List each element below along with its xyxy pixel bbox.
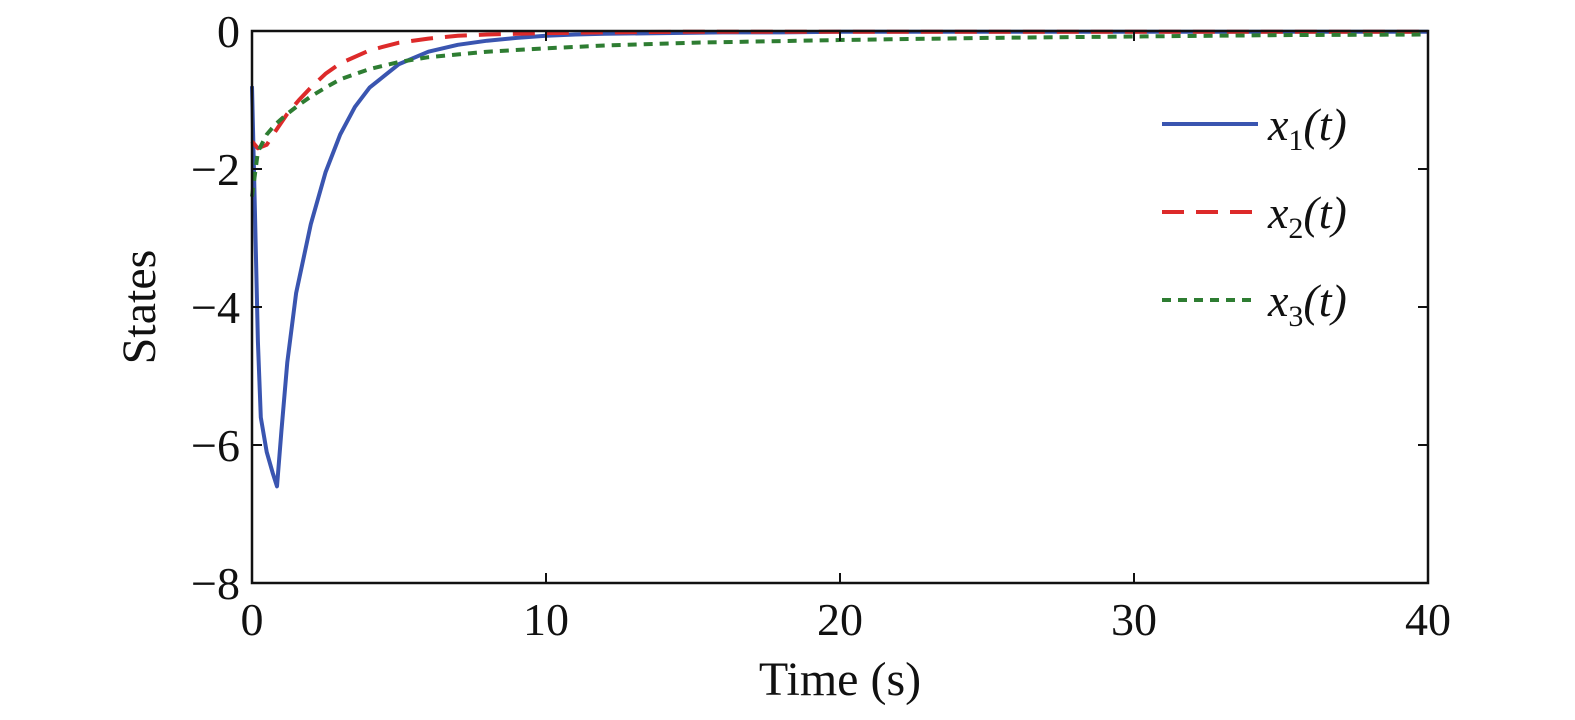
y-axis-title: States <box>113 250 166 365</box>
y-tick-label: 0 <box>217 6 240 57</box>
x-tick-label: 0 <box>241 594 264 645</box>
legend-label-x3: x3(t) <box>1267 275 1347 333</box>
x-tick-label: 20 <box>817 594 863 645</box>
x-tick-label: 40 <box>1405 594 1451 645</box>
y-tick-label: −6 <box>191 420 240 471</box>
y-tick-label: −4 <box>191 282 240 333</box>
y-tick-label: −2 <box>191 144 240 195</box>
x-tick-label: 10 <box>523 594 569 645</box>
x-tick-label: 30 <box>1111 594 1157 645</box>
y-tick-label: −8 <box>191 558 240 609</box>
x-axis-title: Time (s) <box>759 653 921 706</box>
legend-label-x2: x2(t) <box>1267 187 1347 245</box>
legend-label-x1: x1(t) <box>1267 99 1347 157</box>
